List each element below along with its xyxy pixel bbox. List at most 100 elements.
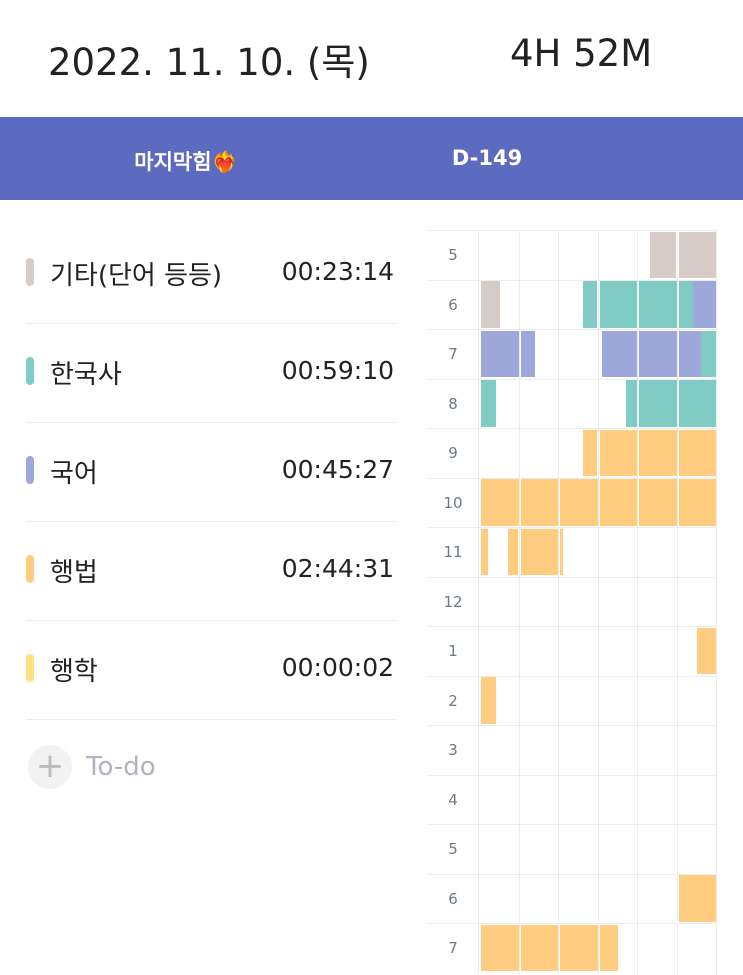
header: 2022. 11. 10. (목) 4H 52M (0, 0, 743, 117)
subject-item[interactable]: 국어 00:45:27 (26, 423, 396, 522)
date-label[interactable]: 2022. 11. 10. (목) (48, 41, 370, 84)
study-block (639, 330, 677, 377)
study-block (507, 528, 519, 575)
timetable-row: 5 (428, 230, 717, 281)
study-block (481, 528, 488, 575)
hour-label: 6 (428, 280, 479, 330)
hour-label: 3 (428, 726, 479, 776)
subject-time: 00:59:10 (281, 356, 394, 385)
hour-label: 8 (428, 379, 479, 429)
study-block (481, 924, 519, 971)
subject-color-swatch (26, 654, 34, 682)
timetable-row: 3 (428, 725, 717, 776)
study-block (599, 479, 637, 526)
study-block (481, 330, 519, 377)
study-block (481, 380, 496, 427)
study-block (481, 677, 496, 724)
timetable-row: 6 (428, 279, 717, 330)
study-block (520, 528, 558, 575)
study-block (560, 479, 598, 526)
study-block (693, 281, 716, 328)
timetable-row: 1 (428, 626, 717, 677)
goal-title: 마지막힘❤️‍🔥 (134, 150, 238, 174)
study-block (639, 479, 677, 526)
plus-icon: + (28, 745, 72, 789)
study-block (582, 281, 598, 328)
study-block (678, 231, 716, 278)
timetable-row: 9 (428, 428, 717, 479)
subject-name: 기타(단어 등등) (50, 261, 223, 291)
hour-label: 5 (428, 825, 479, 875)
hour-label: 4 (428, 775, 479, 825)
add-todo-button[interactable]: + To-do (28, 745, 156, 789)
timetable-row: 8 (428, 378, 717, 429)
hour-label: 7 (428, 330, 479, 380)
study-block (697, 627, 716, 674)
timetable-row: 4 (428, 774, 717, 825)
study-block (701, 330, 716, 377)
timetable-row: 12 (428, 576, 717, 627)
subject-color-swatch (26, 357, 34, 385)
hour-label: 1 (428, 627, 479, 677)
study-block (678, 380, 716, 427)
goal-banner[interactable]: 마지막힘❤️‍🔥 D-149 (0, 117, 743, 200)
subject-time: 00:00:02 (281, 653, 394, 682)
subject-color-swatch (26, 555, 34, 583)
subject-name: 한국사 (50, 360, 122, 390)
study-block (582, 429, 598, 476)
timetable-row: 6 (428, 873, 717, 924)
timetable-row: 2 (428, 675, 717, 726)
study-block (599, 281, 637, 328)
subject-color-swatch (26, 258, 34, 286)
subject-item[interactable]: 기타(단어 등등) 00:23:14 (26, 225, 396, 324)
study-block (678, 429, 716, 476)
subject-item[interactable]: 한국사 00:59:10 (26, 324, 396, 423)
study-block (560, 924, 598, 971)
total-study-time: 4H 52M (510, 32, 653, 75)
hour-label: 9 (428, 429, 479, 479)
subject-name: 행법 (50, 558, 98, 588)
hour-label: 10 (428, 478, 479, 528)
hour-label: 11 (428, 528, 479, 578)
study-block (520, 924, 558, 971)
todo-label: To-do (86, 752, 156, 782)
timetable-grid: 5 6 7 8 9 10 11 12 1 2 3 4 5 6 7 (428, 230, 717, 975)
timetable-row: 5 (428, 824, 717, 875)
timetable-row: 7 (428, 923, 717, 974)
subject-item[interactable]: 행법 02:44:31 (26, 522, 396, 621)
subject-time: 00:45:27 (281, 455, 394, 484)
study-block (649, 231, 677, 278)
study-block (481, 281, 500, 328)
timetable-row: 10 (428, 477, 717, 528)
study-block (520, 330, 536, 377)
d-day-counter: D-149 (451, 146, 523, 170)
study-block (599, 924, 619, 971)
subject-time: 02:44:31 (281, 554, 394, 583)
study-block (520, 479, 558, 526)
subject-name: 행학 (50, 657, 98, 687)
study-block (599, 429, 637, 476)
study-block (678, 479, 716, 526)
study-block (639, 380, 677, 427)
study-block (639, 429, 677, 476)
study-block (678, 875, 716, 922)
subject-list: 기타(단어 등등) 00:23:14 한국사 00:59:10 국어 00:45… (26, 225, 396, 720)
subject-item[interactable]: 행학 00:00:02 (26, 621, 396, 720)
study-block (481, 479, 519, 526)
hour-label: 7 (428, 924, 479, 974)
subject-name: 국어 (50, 459, 98, 489)
study-block (639, 281, 677, 328)
study-block (626, 380, 637, 427)
hour-label: 2 (428, 676, 479, 726)
study-block (560, 528, 563, 575)
study-block (678, 281, 694, 328)
hour-label: 12 (428, 577, 479, 627)
timetable-row: 7 (428, 329, 717, 380)
hour-label: 6 (428, 874, 479, 924)
timetable-row: 11 (428, 527, 717, 578)
subject-color-swatch (26, 456, 34, 484)
study-block (602, 330, 637, 377)
hour-label: 5 (428, 231, 479, 281)
subject-time: 00:23:14 (281, 257, 394, 286)
study-block (678, 330, 702, 377)
